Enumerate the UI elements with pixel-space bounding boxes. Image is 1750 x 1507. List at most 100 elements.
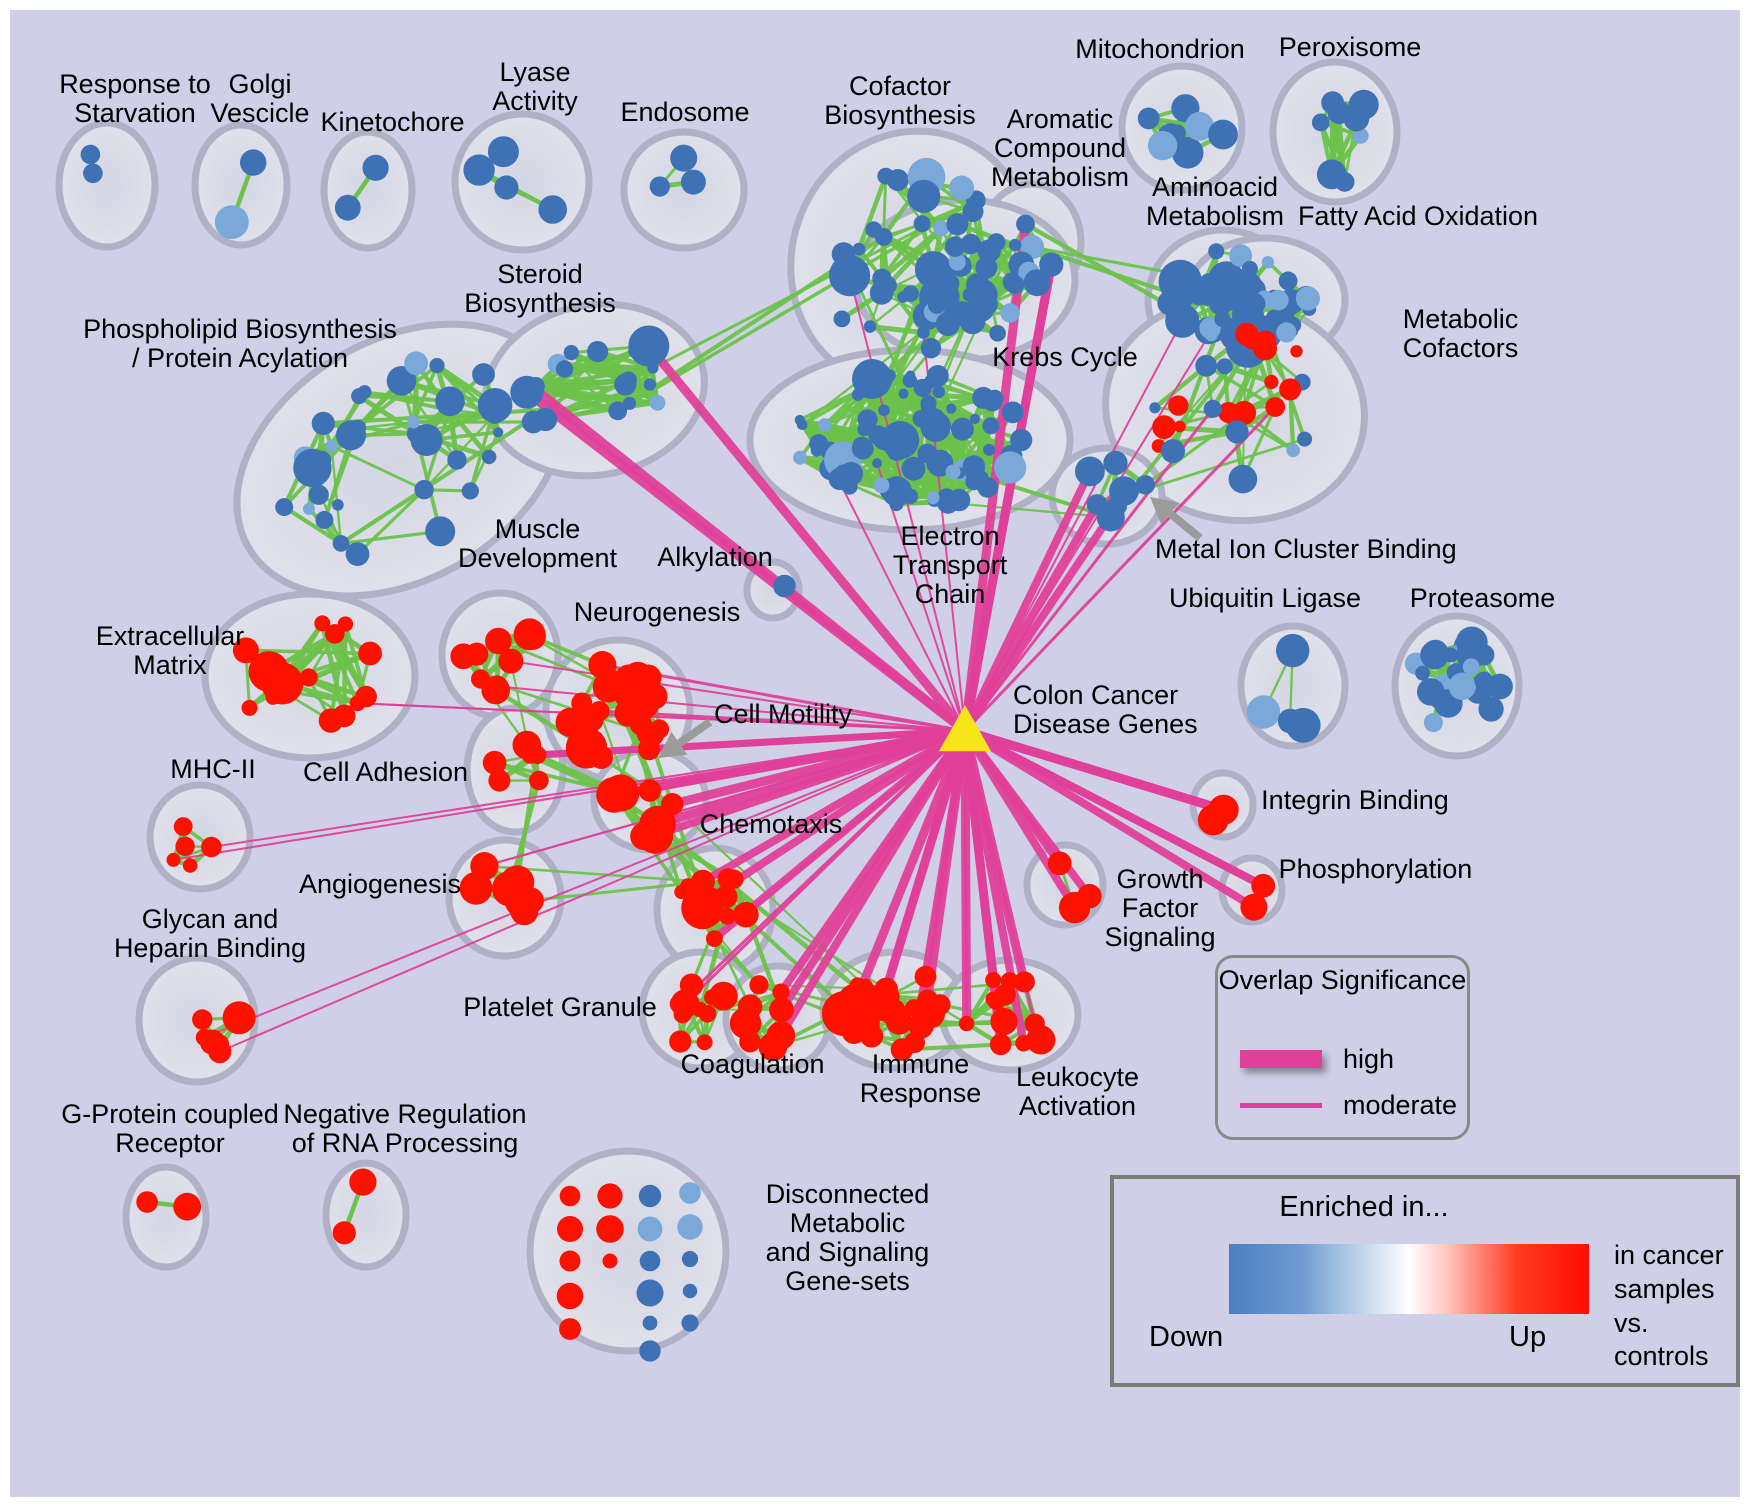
gene-set-node [521,410,545,434]
gene-set-node [1010,428,1033,452]
green-edge [330,446,343,544]
overlap-significance-legend: Overlap Significance high moderate [1215,955,1470,1140]
pink-edge-moderate [963,405,1277,733]
gene-set-node [714,885,738,909]
gene-set-node [332,704,356,728]
gene-set-node [1322,94,1339,112]
gene-set-node [429,358,445,374]
gene-set-node [983,443,996,456]
gene-set-node [1352,127,1369,144]
gene-set-node [985,972,1002,988]
gene-set-node [325,439,338,453]
gene-set-node [987,992,1006,1011]
gene-set-node [1430,691,1447,709]
gene-set-node [1216,358,1233,375]
gene-set-node [1246,695,1281,729]
gene-set-node [889,497,904,512]
gene-set-node [494,175,519,200]
high-significance-label: high [1343,1044,1395,1074]
gene-set-node [1000,303,1020,323]
green-edge [411,364,439,423]
gene-set-node [1152,415,1176,439]
gene-set-node [622,396,637,410]
gene-set-node [960,233,982,255]
gene-set-node [673,1005,692,1024]
gene-set-node [649,176,670,197]
gene-set-node [649,394,666,411]
gene-set-node [897,291,910,303]
gene-set-node [949,175,975,201]
gene-set-node [851,388,865,401]
gene-set-node [913,215,931,233]
hub-node-colon-cancer-disease-genes[interactable] [939,705,991,752]
gene-set-node [1188,283,1211,306]
gene-set-node [857,422,871,437]
gene-set-node [240,149,267,176]
gene-set-node [793,450,808,465]
gene-set-node [1173,420,1186,433]
gene-set-node [1243,293,1266,315]
gene-set-node [597,1183,623,1209]
gene-set-node [1001,401,1024,424]
gene-set-node [1195,354,1218,377]
gene-set-node [809,434,829,454]
gene-set-node [1235,322,1259,346]
gene-set-node [1474,671,1493,691]
gene-set-node [907,179,941,213]
gene-set-node [222,1001,256,1035]
green-edge [340,529,441,545]
gene-set-node [136,1191,158,1213]
gene-set-node [414,480,434,500]
gene-set-node [303,502,315,515]
pink-edge-high [644,341,970,736]
gene-set-node [1185,111,1214,141]
gene-set-node [1297,431,1313,447]
gene-set-node [528,745,547,765]
hub-node-layer[interactable] [939,705,991,752]
gene-set-node [718,907,736,925]
green-edge-bridge [947,501,1111,519]
gene-set-node [636,817,674,854]
gene-set-node [529,770,549,791]
gene-set-node [947,488,971,512]
gene-set-node [935,285,952,302]
gene-set-node [1276,322,1297,343]
gene-set-node [1077,883,1102,909]
gene-set-node [334,194,361,221]
pink-edge-moderate [963,729,969,1026]
enrichment-color-bar [1229,1244,1589,1314]
gene-set-node [1277,708,1303,734]
gene-set-node [905,999,923,1017]
gene-set-node [933,220,950,237]
arrow-metal-ion [1150,497,1203,542]
gene-set-node [877,167,895,185]
gene-set-node [982,417,1000,435]
gene-set-node [404,351,428,376]
gene-set-node [945,464,961,480]
gene-set-node [571,692,593,714]
gene-set-node [1251,873,1276,898]
gene-set-node [1109,476,1139,506]
gene-set-node [557,1216,583,1242]
green-edge [356,488,426,556]
gene-set-node [990,1007,1018,1036]
gene-set-node [447,450,467,470]
green-edge-bridge [713,937,761,986]
annotation-arrow-layer [658,497,1203,758]
pink-edge-high [961,727,1268,890]
gene-set-node [538,195,567,224]
gene-set-node [639,1340,661,1362]
gene-set-node [898,388,909,399]
gene-set-node [463,154,495,186]
gene-set-node [1276,633,1310,668]
pink-edge-moderate [712,729,967,941]
pink-edge-high [961,500,1102,735]
gene-set-node [733,901,759,928]
gene-set-node [932,385,945,399]
gene-set-node [519,623,546,650]
gene-set-node [872,427,897,451]
green-edge [856,175,888,250]
gene-set-node [766,1021,796,1050]
gene-set-node [232,637,259,664]
gene-set-node [661,793,684,816]
